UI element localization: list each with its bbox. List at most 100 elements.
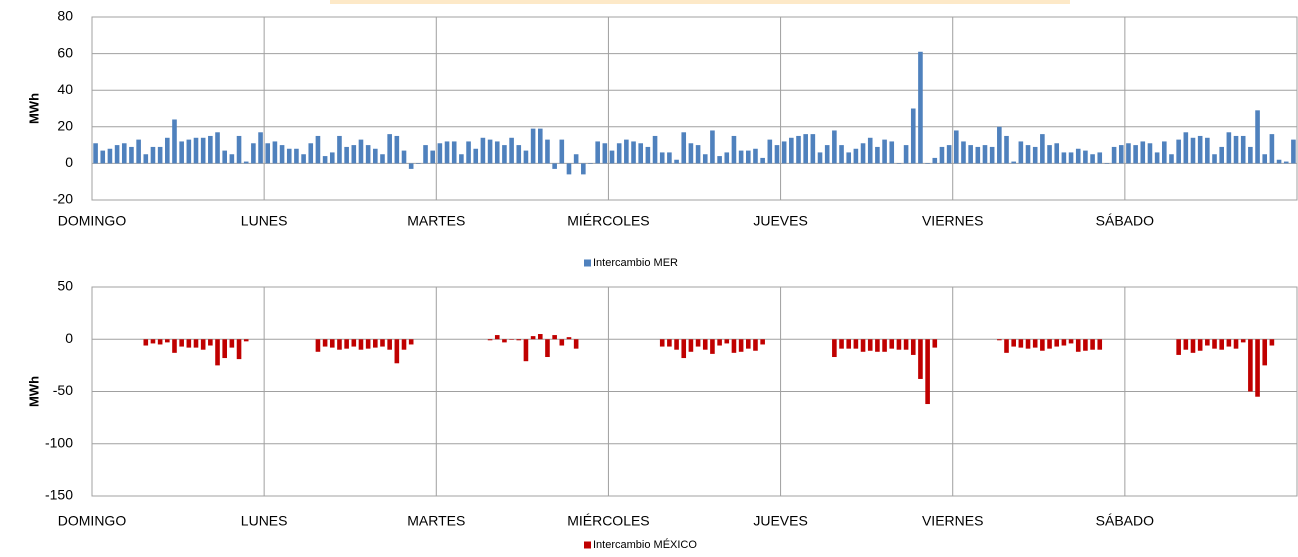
bar: [186, 139, 192, 164]
bar: [1097, 152, 1103, 164]
bar: [200, 339, 206, 350]
bar: [322, 156, 328, 164]
bar: [946, 145, 952, 164]
bar: [416, 163, 421, 164]
bar: [129, 146, 134, 164]
bar: [1040, 339, 1045, 351]
bar: [236, 135, 242, 164]
bar: [609, 150, 615, 164]
bar: [408, 339, 414, 345]
bar: [437, 143, 443, 164]
y-tick-label: -100: [45, 434, 73, 450]
bar: [702, 154, 708, 164]
bar: [896, 339, 902, 350]
bar: [93, 143, 98, 164]
bar: [459, 154, 464, 164]
bar: [387, 339, 392, 350]
bar: [1040, 134, 1045, 164]
bar: [1262, 154, 1268, 164]
bar: [1047, 145, 1052, 164]
bar: [480, 137, 486, 164]
bar: [286, 148, 292, 164]
bar: [114, 145, 120, 164]
bar: [100, 150, 106, 164]
bar: [1255, 110, 1260, 164]
bar: [738, 339, 744, 352]
bar: [1226, 132, 1232, 164]
bar: [509, 339, 514, 340]
x-tick-label: MARTES: [407, 513, 465, 529]
bar: [1154, 152, 1160, 164]
y-tick-label: 20: [57, 118, 73, 134]
bar: [631, 141, 636, 164]
bar: [839, 339, 844, 349]
bar: [767, 139, 773, 164]
bar: [150, 339, 156, 344]
bar: [523, 150, 529, 164]
bar: [724, 152, 730, 164]
bar: [616, 143, 622, 164]
bar: [674, 159, 679, 164]
bar: [860, 143, 866, 164]
bar: [373, 339, 378, 348]
y-tick-label: -150: [45, 487, 73, 503]
bar: [867, 137, 873, 164]
bar: [860, 339, 866, 352]
bar: [200, 137, 206, 164]
bar: [975, 146, 981, 164]
bar: [229, 339, 235, 348]
y-tick-label: -50: [53, 382, 73, 398]
bar: [1032, 339, 1038, 348]
bar: [882, 139, 887, 164]
bar: [595, 141, 600, 164]
bar: [1212, 154, 1217, 164]
legend-label: Intercambio MÉXICO: [593, 538, 697, 551]
bar: [1190, 339, 1196, 353]
bar: [487, 339, 493, 341]
bar: [251, 143, 256, 164]
x-tick-label: MARTES: [407, 213, 465, 229]
bar: [566, 337, 572, 340]
bar: [1205, 339, 1210, 346]
y-tick-label: 0: [65, 330, 73, 346]
bar: [559, 339, 565, 346]
bar: [918, 51, 923, 164]
bar: [337, 339, 342, 350]
bar: [172, 339, 177, 353]
bar: [1111, 146, 1117, 164]
bar: [846, 339, 852, 349]
bar: [258, 132, 263, 164]
bar: [1162, 141, 1167, 164]
bar: [810, 134, 816, 164]
bar: [1205, 137, 1210, 164]
bar: [279, 145, 285, 164]
bar: [315, 339, 321, 352]
bar: [710, 130, 715, 164]
bar: [537, 334, 543, 340]
bar: [1233, 339, 1239, 349]
bar: [157, 339, 163, 345]
bar: [516, 145, 522, 164]
bar: [530, 336, 536, 340]
bar: [394, 135, 400, 164]
bar: [1032, 146, 1038, 164]
bar: [502, 339, 507, 343]
bar: [939, 146, 945, 164]
bar: [329, 152, 335, 164]
bar: [523, 339, 529, 362]
bar: [351, 145, 357, 164]
bar: [1126, 143, 1131, 164]
bar: [875, 146, 880, 164]
bar: [695, 339, 701, 347]
bar: [581, 163, 586, 175]
bar: [1025, 145, 1031, 164]
bar: [1190, 137, 1196, 164]
bar: [1004, 135, 1009, 164]
bar: [839, 145, 844, 164]
bar: [781, 141, 787, 164]
bar: [724, 339, 730, 344]
bar: [408, 163, 414, 169]
bar: [265, 143, 271, 164]
bar: [1090, 339, 1095, 350]
